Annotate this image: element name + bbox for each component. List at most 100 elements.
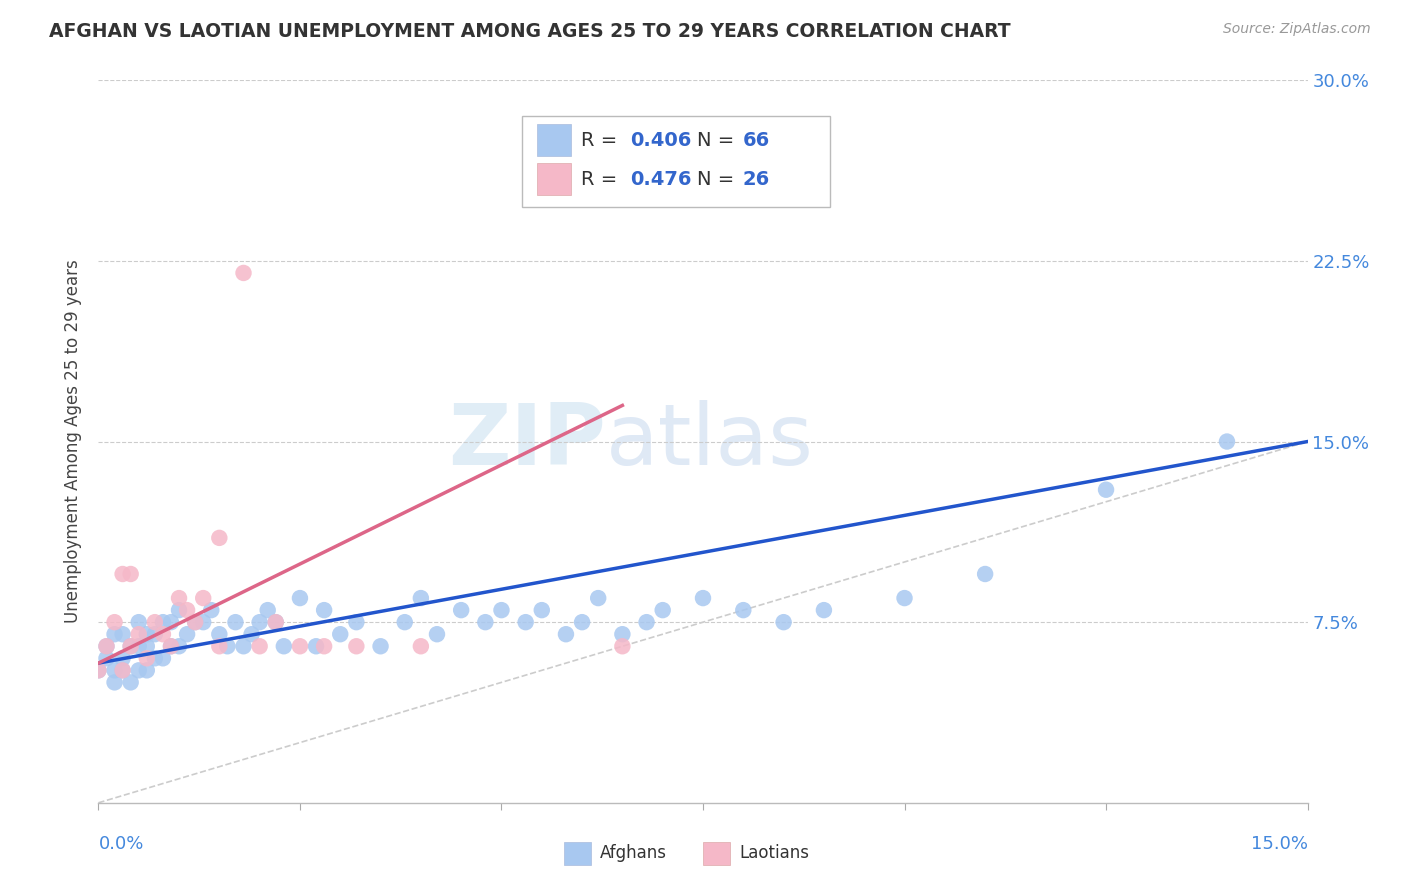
Text: 66: 66 — [742, 131, 770, 150]
Point — [426, 627, 449, 641]
Y-axis label: Unemployment Among Ages 25 to 29 years: Unemployment Among Ages 25 to 29 years — [63, 260, 82, 624]
Point — [152, 651, 174, 665]
Point — [152, 615, 174, 630]
Point — [96, 651, 118, 665]
Point — [176, 603, 198, 617]
Point — [450, 603, 472, 617]
Point — [208, 531, 231, 545]
Point — [160, 615, 183, 630]
Point — [184, 615, 207, 630]
Point — [256, 603, 278, 617]
Point — [135, 627, 157, 641]
Point — [208, 627, 231, 641]
Point — [491, 603, 513, 617]
Point — [612, 639, 634, 653]
Point — [111, 651, 134, 665]
Point — [87, 664, 110, 678]
Point — [143, 627, 166, 641]
Text: Afghans: Afghans — [600, 845, 668, 863]
Point — [96, 639, 118, 653]
Point — [586, 591, 609, 605]
Point — [120, 567, 142, 582]
Point — [120, 639, 142, 653]
Point — [176, 627, 198, 641]
Text: 15.0%: 15.0% — [1250, 835, 1308, 854]
Point — [217, 639, 239, 653]
Point — [733, 603, 755, 617]
Point — [772, 615, 794, 630]
Point — [692, 591, 714, 605]
Point — [571, 615, 593, 630]
Point — [232, 639, 254, 653]
Point — [370, 639, 392, 653]
Point — [103, 627, 125, 641]
Text: 0.0%: 0.0% — [98, 835, 143, 854]
Point — [208, 639, 231, 653]
Point — [314, 603, 336, 617]
Point — [135, 639, 157, 653]
Point — [111, 664, 134, 678]
Point — [128, 627, 150, 641]
Point — [111, 567, 134, 582]
Point — [288, 591, 311, 605]
Text: ZIP: ZIP — [449, 400, 606, 483]
Point — [111, 664, 134, 678]
Point — [273, 639, 295, 653]
Point — [288, 639, 311, 653]
Point — [240, 627, 263, 641]
Point — [143, 615, 166, 630]
Point — [1095, 483, 1118, 497]
Point — [249, 639, 271, 653]
Bar — [564, 842, 591, 865]
Point — [167, 591, 190, 605]
Point — [103, 675, 125, 690]
Point — [128, 639, 150, 653]
Text: AFGHAN VS LAOTIAN UNEMPLOYMENT AMONG AGES 25 TO 29 YEARS CORRELATION CHART: AFGHAN VS LAOTIAN UNEMPLOYMENT AMONG AGE… — [49, 22, 1011, 41]
Point — [87, 664, 110, 678]
Point — [305, 639, 328, 653]
Point — [193, 615, 215, 630]
Point — [143, 651, 166, 665]
Bar — [703, 842, 730, 865]
Point — [103, 615, 125, 630]
Point — [224, 615, 246, 630]
Point — [103, 664, 125, 678]
Point — [813, 603, 835, 617]
Point — [128, 664, 150, 678]
Point — [612, 627, 634, 641]
Text: N =: N = — [697, 131, 741, 150]
Point — [152, 627, 174, 641]
Point — [184, 615, 207, 630]
Point — [264, 615, 287, 630]
Point — [160, 639, 183, 653]
Point — [135, 664, 157, 678]
Point — [974, 567, 997, 582]
Text: 0.406: 0.406 — [630, 131, 692, 150]
Point — [314, 639, 336, 653]
Point — [555, 627, 578, 641]
Point — [636, 615, 658, 630]
Point — [474, 615, 496, 630]
Point — [120, 639, 142, 653]
Text: N =: N = — [697, 169, 741, 189]
Point — [111, 627, 134, 641]
Point — [515, 615, 537, 630]
Point — [409, 639, 432, 653]
Point — [651, 603, 673, 617]
FancyBboxPatch shape — [522, 117, 830, 207]
Bar — [537, 163, 571, 195]
Point — [329, 627, 352, 641]
Point — [160, 639, 183, 653]
Point — [344, 615, 367, 630]
Point — [193, 591, 215, 605]
Point — [893, 591, 915, 605]
Point — [167, 639, 190, 653]
Text: 0.476: 0.476 — [630, 169, 692, 189]
Text: atlas: atlas — [606, 400, 814, 483]
Point — [232, 266, 254, 280]
Point — [264, 615, 287, 630]
Point — [394, 615, 416, 630]
Text: R =: R = — [581, 169, 623, 189]
Point — [96, 639, 118, 653]
Point — [200, 603, 222, 617]
